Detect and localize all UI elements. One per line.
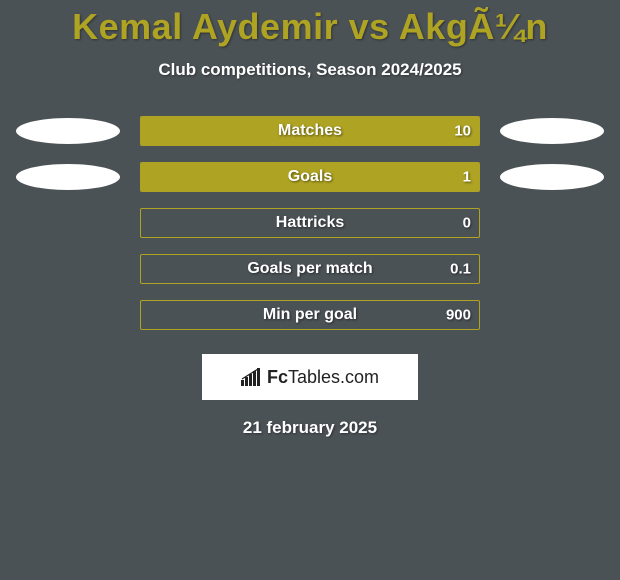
fctables-logo: FcTables.com <box>202 354 418 400</box>
stat-bar: Matches 10 <box>140 116 480 146</box>
left-placeholder-oval <box>16 118 120 144</box>
stat-row: Goals 1 <box>0 154 620 200</box>
stat-row: Matches 10 <box>0 108 620 154</box>
infographic-root: Kemal Aydemir vs AkgÃ¼n Club competition… <box>0 0 620 580</box>
infographic-date: 21 february 2025 <box>0 418 620 438</box>
stat-label: Goals <box>288 168 332 186</box>
right-placeholder-oval <box>500 302 604 328</box>
stat-value: 0.1 <box>450 261 471 278</box>
stat-value: 0 <box>463 215 471 232</box>
stat-label: Matches <box>278 122 342 140</box>
stats-chart: Matches 10 Goals 1 Hattricks 0 <box>0 108 620 338</box>
stat-bar: Min per goal 900 <box>140 300 480 330</box>
stat-label: Min per goal <box>263 306 357 324</box>
logo-text: FcTables.com <box>267 367 379 388</box>
stat-label: Goals per match <box>247 260 372 278</box>
stat-value: 10 <box>454 123 471 140</box>
stat-bar: Goals 1 <box>140 162 480 192</box>
right-placeholder-oval <box>500 256 604 282</box>
left-placeholder-oval <box>16 256 120 282</box>
right-placeholder-oval <box>500 210 604 236</box>
page-subtitle: Club competitions, Season 2024/2025 <box>0 60 620 80</box>
right-placeholder-oval <box>500 118 604 144</box>
left-placeholder-oval <box>16 210 120 236</box>
stat-bar: Hattricks 0 <box>140 208 480 238</box>
right-placeholder-oval <box>500 164 604 190</box>
stat-value: 900 <box>446 307 471 324</box>
left-placeholder-oval <box>16 302 120 328</box>
page-title: Kemal Aydemir vs AkgÃ¼n <box>0 0 620 48</box>
bar-chart-icon <box>241 368 261 386</box>
stat-row: Min per goal 900 <box>0 292 620 338</box>
stat-value: 1 <box>463 169 471 186</box>
stat-row: Goals per match 0.1 <box>0 246 620 292</box>
stat-bar: Goals per match 0.1 <box>140 254 480 284</box>
stat-row: Hattricks 0 <box>0 200 620 246</box>
stat-label: Hattricks <box>276 214 344 232</box>
left-placeholder-oval <box>16 164 120 190</box>
